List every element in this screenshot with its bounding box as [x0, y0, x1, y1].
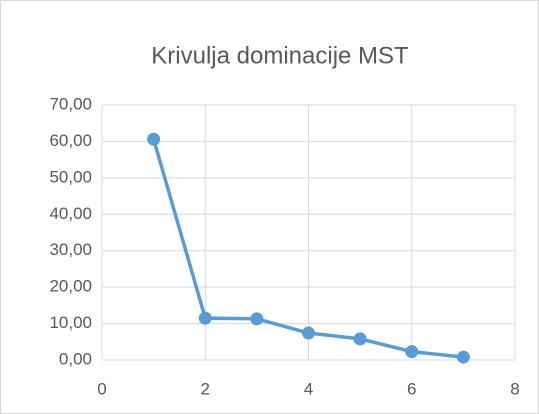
- x-tick-label: 6: [407, 379, 416, 398]
- marker: [250, 312, 264, 326]
- marker: [405, 345, 419, 359]
- marker: [302, 326, 315, 340]
- y-tick-label: 50,00: [49, 167, 92, 186]
- x-tick-label: 2: [201, 379, 210, 398]
- x-tick-label: 0: [97, 379, 106, 398]
- marker: [198, 311, 212, 325]
- chart-title: Krivulja dominacije MST: [151, 42, 409, 69]
- y-tick-label: 0,00: [59, 349, 92, 368]
- marker: [147, 132, 161, 146]
- marker: [456, 350, 470, 364]
- y-tick-label: 60,00: [49, 131, 92, 150]
- x-tick-label: 4: [304, 379, 313, 398]
- y-tick-label: 30,00: [49, 240, 92, 259]
- x-tick-label: 8: [510, 379, 519, 398]
- y-tick-label: 40,00: [49, 204, 92, 223]
- y-tick-label: 70,00: [49, 94, 92, 113]
- y-tick-label: 20,00: [49, 277, 92, 296]
- marker: [353, 332, 367, 346]
- y-tick-label: 10,00: [49, 313, 92, 332]
